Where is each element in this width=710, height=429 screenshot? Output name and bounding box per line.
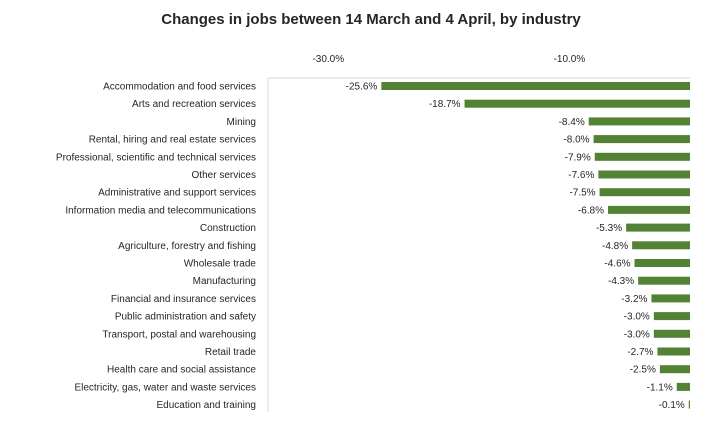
- x-axis: -30.0% -10.0%: [312, 54, 585, 65]
- category-label: Agriculture, forestry and fishing: [118, 241, 256, 252]
- bar: [593, 135, 690, 144]
- data-label: -2.5%: [630, 365, 656, 376]
- bar: [598, 170, 690, 179]
- data-label: -4.8%: [602, 241, 628, 252]
- x-tick-label: -30.0%: [312, 54, 344, 65]
- category-label: Arts and recreation services: [132, 99, 256, 110]
- data-label: -3.0%: [624, 329, 650, 340]
- bars: [381, 82, 690, 409]
- data-label: -3.0%: [624, 312, 650, 323]
- data-label: -1.1%: [647, 382, 673, 393]
- category-label: Accommodation and food services: [103, 82, 256, 93]
- bar: [676, 382, 690, 391]
- bar: [608, 205, 690, 214]
- bar: [638, 276, 690, 285]
- x-tick-label: -10.0%: [554, 54, 586, 65]
- data-label: -7.6%: [568, 170, 594, 181]
- bar: [381, 82, 690, 90]
- bar: [632, 241, 690, 250]
- data-label: -5.3%: [596, 223, 622, 234]
- bar: [599, 188, 690, 197]
- bar: [588, 117, 690, 126]
- data-label: -8.0%: [563, 135, 589, 146]
- category-label: Health care and social assistance: [107, 365, 256, 376]
- data-label: -7.5%: [569, 188, 595, 199]
- data-label: -0.1%: [659, 400, 685, 411]
- data-label: -4.6%: [604, 259, 630, 270]
- category-label: Information media and telecommunications: [65, 205, 256, 216]
- chart-title: Changes in jobs between 14 March and 4 A…: [161, 11, 581, 28]
- category-label: Other services: [192, 170, 256, 181]
- data-label: -18.7%: [429, 99, 461, 110]
- category-label: Retail trade: [205, 347, 257, 358]
- category-label: Financial and insurance services: [111, 294, 256, 305]
- data-label: -2.7%: [627, 347, 653, 358]
- category-label: Manufacturing: [193, 276, 256, 287]
- category-label: Public administration and safety: [115, 312, 256, 323]
- bar: [657, 347, 690, 356]
- bar: [659, 365, 690, 374]
- bar: [594, 152, 690, 161]
- category-label: Electricity, gas, water and waste servic…: [74, 382, 256, 393]
- data-label: -4.3%: [608, 276, 634, 287]
- data-label: -7.9%: [565, 152, 591, 163]
- data-labels: -25.6% -18.7% -8.4% -8.0% -7.9% -7.6% -7.5% -6.…: [346, 82, 685, 412]
- category-labels: Accommodation and food services Arts and …: [56, 82, 257, 412]
- bar: [626, 223, 690, 232]
- data-label: -8.4%: [559, 117, 585, 128]
- category-label: Wholesale trade: [184, 259, 257, 270]
- category-label: Education and training: [156, 400, 256, 411]
- category-label: Mining: [227, 117, 256, 128]
- data-label: -3.2%: [621, 294, 647, 305]
- bar: [688, 400, 690, 409]
- category-label: Administrative and support services: [98, 188, 256, 199]
- data-label: -6.8%: [578, 205, 604, 216]
- bar: [634, 259, 690, 267]
- data-label: -25.6%: [346, 82, 378, 93]
- bar: [651, 294, 690, 303]
- category-label: Construction: [200, 223, 256, 234]
- category-label: Transport, postal and warehousing: [102, 329, 256, 340]
- bar: [653, 312, 690, 321]
- bar: [464, 99, 690, 108]
- category-label: Professional, scientific and technical s…: [56, 152, 256, 163]
- category-label: Rental, hiring and real estate services: [89, 135, 256, 146]
- bar: [653, 329, 690, 338]
